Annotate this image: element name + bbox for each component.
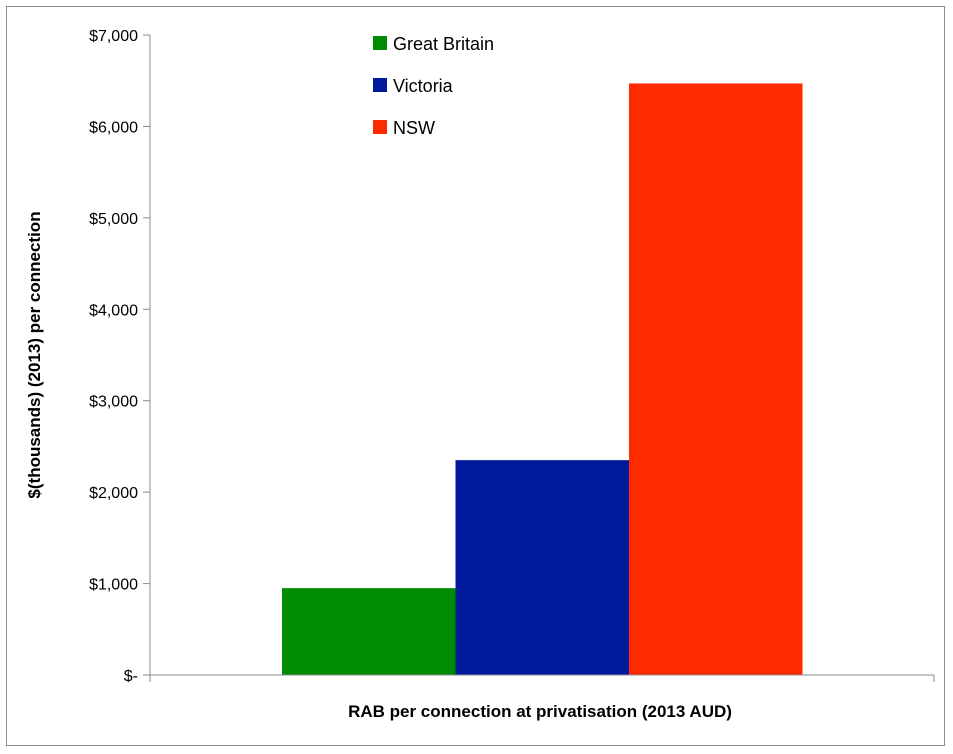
y-tick-label: $4,000 xyxy=(89,302,138,319)
bar-nsw xyxy=(629,83,803,675)
legend: Great Britain Victoria NSW xyxy=(373,34,494,138)
y-tick-label: $3,000 xyxy=(89,394,138,411)
y-tick-label: $7,000 xyxy=(89,28,138,45)
y-tick-label: $5,000 xyxy=(89,211,138,228)
y-tick-label: $1,000 xyxy=(89,577,138,594)
y-tick-label: $- xyxy=(124,668,138,685)
bar-great-britain xyxy=(282,588,456,675)
legend-label-great-britain: Great Britain xyxy=(393,34,494,54)
legend-label-victoria: Victoria xyxy=(393,76,454,96)
legend-swatch-nsw xyxy=(373,120,387,134)
x-axis-title: RAB per connection at privatisation (201… xyxy=(348,702,732,721)
y-axis-title: $(thousands) (2013) per connection xyxy=(25,211,44,498)
legend-swatch-great-britain xyxy=(373,36,387,50)
legend-swatch-victoria xyxy=(373,78,387,92)
bar-victoria xyxy=(455,460,629,675)
legend-label-nsw: NSW xyxy=(393,118,435,138)
y-axis-ticks: $- $1,000 $2,000 $3,000 $4,000 $5,000 $6,000 $7… xyxy=(89,28,150,685)
y-tick-label: $6,000 xyxy=(89,119,138,136)
bars xyxy=(282,83,803,675)
y-tick-label: $2,000 xyxy=(89,485,138,502)
